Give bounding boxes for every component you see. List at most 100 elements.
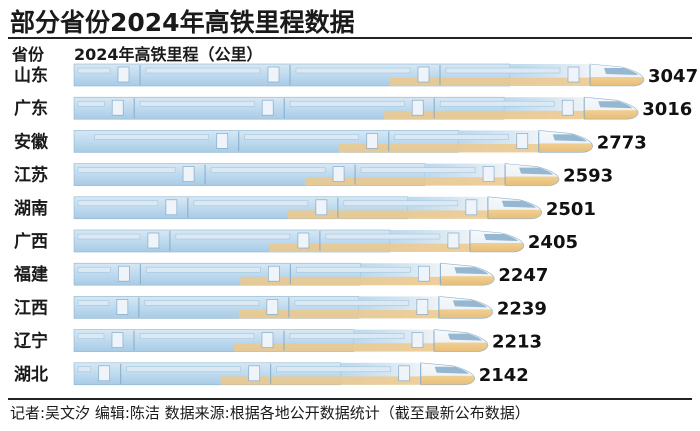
car-windows	[193, 200, 309, 207]
car-door	[315, 199, 328, 216]
value-header: 2024年高铁里程（公里）	[74, 45, 263, 64]
province-label: 山东	[14, 65, 48, 86]
car-windows	[94, 134, 209, 140]
cockpit-window	[519, 167, 554, 175]
car-door	[261, 99, 274, 116]
value-label: 2593	[563, 166, 613, 187]
cockpit-window	[452, 300, 487, 308]
car-windows	[294, 300, 410, 306]
train-bar-2: 安徽 2773	[14, 130, 647, 153]
car-windows	[77, 167, 176, 173]
train-nose	[433, 329, 489, 352]
car-door	[482, 166, 495, 182]
source-footer: 记者:吴文汐 编辑:陈洁 数据来源:根据各地公开数据统计（截至最新公布数据）	[10, 404, 530, 422]
car-windows	[175, 233, 291, 240]
train-bar-9: 湖北 2142	[14, 362, 529, 386]
province-label: 江西	[14, 298, 48, 318]
car-door	[297, 232, 310, 249]
value-label: 2213	[492, 332, 542, 353]
car-door	[111, 99, 124, 116]
train-stripe	[240, 276, 441, 286]
car-windows	[289, 100, 405, 107]
train-bar-1: 广东 3016	[14, 96, 692, 120]
train-stripe	[287, 210, 488, 219]
province-label: 安徽	[14, 131, 49, 152]
train-bar-3: 江苏 2593	[14, 163, 613, 187]
train-bar-8: 辽宁 2213	[14, 329, 542, 353]
bottom-rule	[8, 398, 692, 400]
province-label: 江苏	[14, 165, 48, 186]
value-label: 2773	[597, 132, 647, 153]
car-windows	[296, 266, 411, 273]
train-nose	[469, 229, 525, 253]
province-label: 湖北	[14, 365, 48, 385]
car-windows	[77, 100, 105, 107]
car-windows	[439, 100, 555, 107]
car-door	[111, 332, 124, 348]
car-door	[117, 66, 130, 83]
car-door	[182, 166, 195, 182]
car-windows	[360, 167, 476, 173]
car-windows	[343, 200, 459, 207]
car-door	[411, 99, 424, 116]
car-windows	[295, 67, 411, 74]
car-door	[165, 199, 178, 216]
train-nose	[538, 130, 594, 153]
cockpit-window	[447, 333, 482, 341]
car-door	[447, 232, 460, 249]
car-windows	[139, 100, 255, 107]
car-windows	[445, 67, 561, 74]
train-nose	[504, 163, 560, 186]
car-door	[398, 365, 411, 382]
car-door	[411, 332, 424, 348]
car-door	[417, 66, 430, 83]
value-label: 2239	[497, 298, 547, 319]
province-label: 广东	[14, 98, 48, 119]
value-label: 2142	[479, 365, 529, 386]
car-door	[216, 133, 229, 149]
value-label: 2405	[528, 232, 578, 253]
train-stripe	[338, 144, 539, 153]
car-door	[561, 99, 574, 116]
category-header: 省份	[12, 45, 45, 64]
cockpit-window	[483, 234, 518, 241]
car-door	[261, 332, 274, 348]
car-windows	[77, 233, 141, 240]
car-windows	[276, 366, 391, 373]
car-windows	[289, 333, 405, 339]
car-windows	[77, 200, 159, 207]
cockpit-window	[454, 267, 489, 275]
car-windows	[146, 266, 261, 273]
car-windows	[77, 67, 111, 74]
chart-title: 部分省份2024年高铁里程数据	[10, 8, 355, 37]
province-label: 福建	[13, 264, 48, 285]
car-door	[417, 265, 430, 282]
value-label: 2247	[498, 265, 548, 286]
province-label: 辽宁	[14, 331, 48, 352]
train-stripe	[220, 376, 421, 385]
train-nose	[589, 63, 645, 87]
car-windows	[210, 167, 326, 173]
cockpit-window	[501, 200, 536, 208]
car-windows	[139, 333, 255, 339]
car-door	[116, 299, 129, 315]
car-door	[117, 265, 130, 282]
car-windows	[126, 366, 241, 373]
car-door	[267, 66, 280, 83]
car-windows	[77, 266, 111, 273]
cockpit-window	[552, 134, 587, 142]
train-stripe	[384, 110, 585, 120]
value-label: 3016	[642, 99, 692, 120]
cockpit-window	[598, 101, 633, 109]
train-stripe	[238, 310, 439, 319]
top-rule	[8, 37, 692, 39]
car-door	[567, 66, 580, 83]
car-windows	[325, 233, 441, 240]
car-windows	[77, 333, 105, 339]
train-bar-5: 广西 2405	[14, 229, 578, 253]
train-bar-4: 湖南 2501	[14, 196, 596, 220]
car-windows	[244, 134, 359, 140]
car-door	[266, 299, 279, 315]
car-door	[98, 365, 111, 382]
